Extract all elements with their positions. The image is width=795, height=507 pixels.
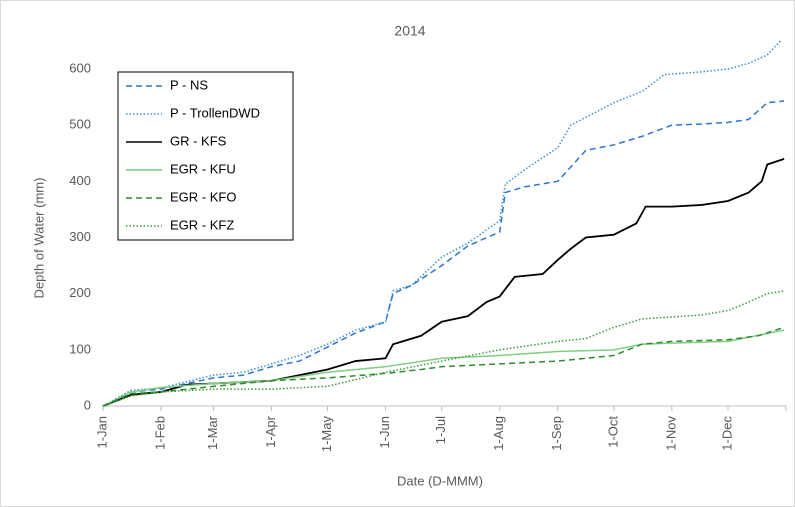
legend-box — [117, 71, 294, 241]
y-tick-label: 600 — [69, 60, 91, 75]
legend-label: P - NS — [170, 77, 208, 92]
x-tick-label: 1-Jan — [94, 416, 109, 449]
legend-label: EGR - KFO — [170, 189, 236, 204]
series-line — [102, 329, 785, 407]
legend-label: EGR - KFZ — [170, 217, 234, 232]
x-tick-label: 1-Sep — [549, 416, 564, 451]
y-tick-label: 400 — [69, 173, 91, 188]
series-line — [102, 326, 785, 407]
legend-label: GR - KFS — [170, 133, 227, 148]
chart-title: 2014 — [394, 23, 425, 39]
legend-label: P - TrollenDWD — [170, 105, 260, 120]
y-tick-label: 100 — [69, 341, 91, 356]
x-tick-label: 1-Oct — [605, 416, 620, 448]
series-line — [102, 100, 785, 407]
legend-label: EGR - KFU — [170, 161, 236, 176]
x-tick-label: 1-Aug — [491, 416, 506, 451]
x-tick-label: 1-Apr — [263, 415, 278, 447]
x-tick-label: 1-Jul — [433, 416, 448, 444]
y-tick-label: 500 — [69, 117, 91, 132]
x-tick-label: 1-Dec — [719, 416, 734, 451]
y-tick-label: 0 — [84, 397, 91, 412]
x-tick-label: 1-Mar — [205, 415, 220, 450]
x-tick-label: 1-Nov — [663, 416, 678, 451]
y-tick-label: 200 — [69, 285, 91, 300]
y-tick-label: 300 — [69, 229, 91, 244]
x-tick-label: 1-Feb — [152, 416, 167, 450]
x-tick-label: 1-Jun — [377, 416, 392, 449]
x-axis-label: Date (D-MMM) — [397, 473, 483, 488]
x-tick-label: 1-May — [319, 416, 334, 453]
y-axis-label: Depth of Water (mm) — [31, 178, 46, 299]
